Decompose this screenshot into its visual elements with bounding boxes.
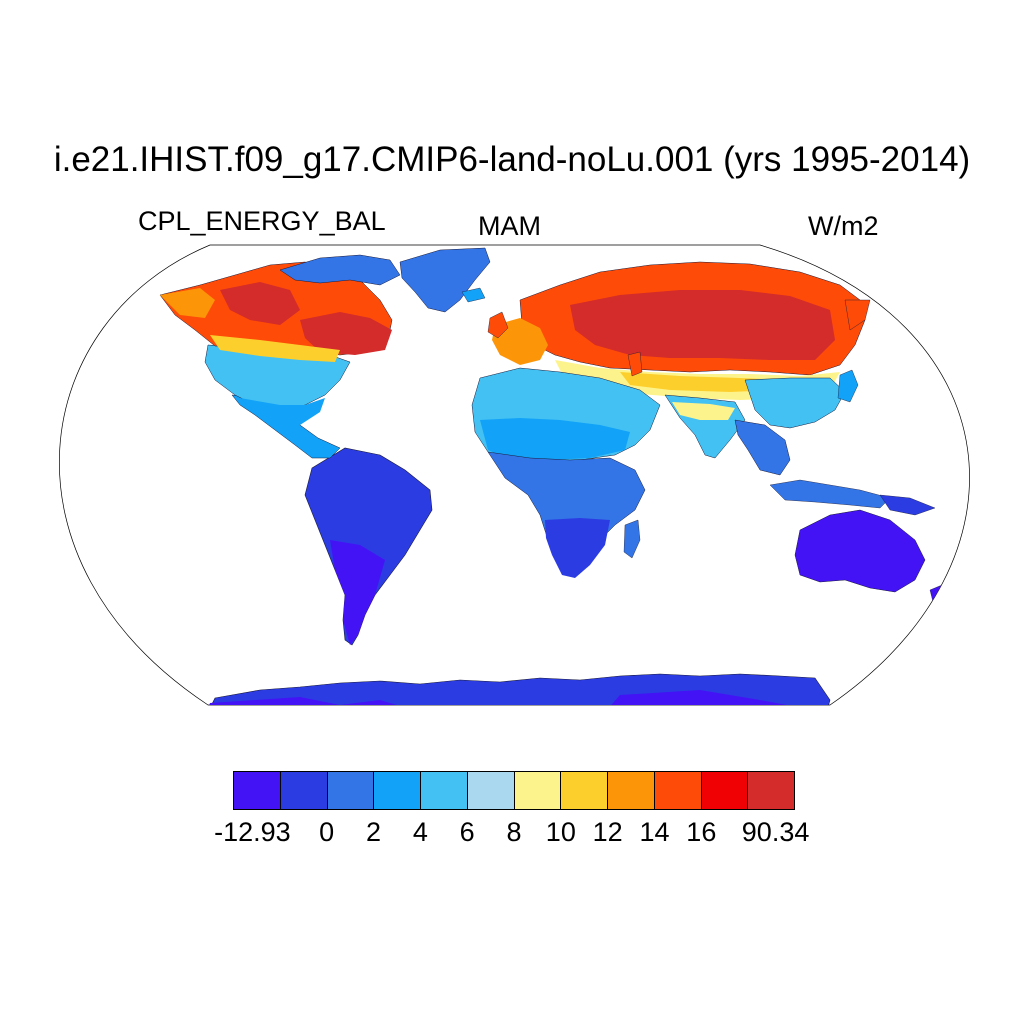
colorbar-swatch (748, 772, 794, 809)
region-antarctica-core-2 (600, 690, 825, 705)
region-southeast-asia (734, 419, 791, 476)
colorbar-swatch (421, 772, 468, 809)
region-japan (837, 369, 859, 403)
colorbar-tick-label: 8 (506, 817, 522, 847)
colorbar-tick-label: 16 (686, 817, 717, 847)
units-label: W/m2 (808, 211, 879, 241)
region-greenland (399, 247, 491, 313)
variable-label: CPL_ENERGY_BAL (138, 206, 386, 236)
region-indonesia (769, 479, 891, 509)
region-kamchatka (844, 299, 871, 331)
region-antarctica (204, 673, 831, 705)
colorbar-tick-label: 90.34 (741, 817, 810, 847)
region-india-band (672, 402, 735, 420)
colorbar-swatch (234, 772, 281, 809)
colorbar-tick-label: 4 (412, 817, 428, 847)
colorbar-swatch (280, 772, 328, 809)
colorbar-tick-label: 0 (319, 817, 335, 847)
region-canada-hudson (300, 312, 392, 355)
colorbar-swatch (701, 772, 749, 809)
colorbar-tick-label: 2 (365, 817, 382, 847)
colorbar-swatch (561, 772, 608, 809)
region-antarctica-core (205, 697, 420, 705)
colorbar (233, 771, 795, 810)
colorbar-swatch (608, 772, 655, 809)
colorbar-tick-label: 6 (459, 817, 475, 847)
region-south-america-south (330, 540, 385, 645)
colorbar-tick-label: 14 (639, 817, 670, 847)
season-label: MAM (478, 211, 541, 241)
region-sahara-band (480, 418, 630, 460)
map-title: i.e21.IHIST.f09_g17.CMIP6-land-noLu.001 … (53, 140, 971, 179)
region-new-guinea (879, 494, 936, 516)
region-madagascar (623, 519, 641, 559)
region-canada-west (220, 282, 300, 325)
colorbar-tick-label: 10 (545, 817, 576, 847)
region-iceland (461, 287, 486, 303)
region-southern-africa (545, 518, 610, 578)
region-east-asia (744, 377, 846, 429)
region-caspian (627, 351, 643, 377)
colorbar-swatch (327, 772, 375, 809)
region-alaska (160, 288, 215, 318)
colorbar-tick-label: -12.93 (214, 817, 291, 847)
colorbar-swatch (654, 772, 702, 809)
region-siberia-core (570, 290, 835, 360)
colorbar-swatch (467, 772, 515, 809)
colorbar-swatch (514, 772, 562, 809)
region-arctic-islands (279, 254, 401, 286)
region-uk (487, 311, 509, 339)
colorbar-swatch (374, 772, 421, 809)
region-australia (794, 509, 926, 593)
colorbar-tick-label: 12 (592, 817, 623, 847)
region-us-southeast (240, 398, 325, 425)
region-us-north-band (210, 335, 340, 362)
